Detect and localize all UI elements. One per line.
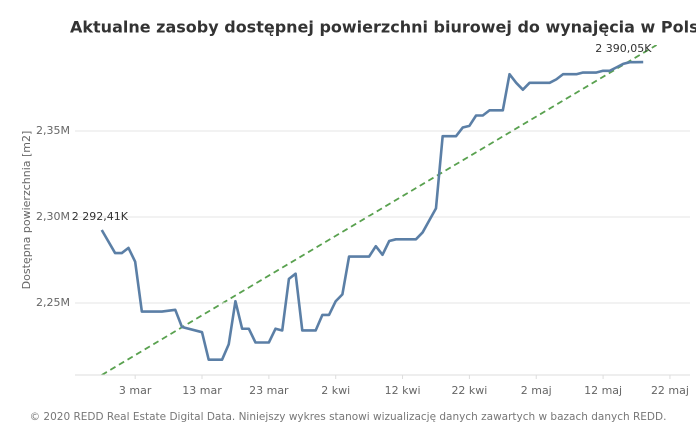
y-tick-label: 2,25M: [36, 296, 70, 309]
x-tick-label: 12 kwi: [385, 384, 421, 397]
footer: © 2020 REDD Real Estate Digital Data. Ni…: [30, 411, 667, 423]
x-tick-label: 22 maj: [651, 384, 689, 397]
x-tick-label: 2 kwi: [321, 384, 350, 397]
trend-line: [101, 45, 658, 375]
x-tick-label: 23 mar: [249, 384, 289, 397]
plot-area: [101, 45, 658, 375]
x-tick-label: 3 mar: [119, 384, 152, 397]
y-axis-title: Dostępna powierzchnia [m2]: [20, 131, 33, 290]
data-line: [100, 60, 644, 361]
x-tick-label: 12 maj: [584, 384, 622, 397]
data-label: 2 390,05K: [595, 42, 652, 55]
y-tick-label: 2,30M: [36, 210, 70, 223]
x-tick-label: 22 kwi: [451, 384, 487, 397]
data-label: 2 292,41K: [72, 210, 129, 223]
x-tick-label: 13 mar: [182, 384, 222, 397]
x-tick-label: 2 maj: [521, 384, 552, 397]
y-tick-label: 2,35M: [36, 124, 70, 137]
chart-title: Aktualne zasoby dostępnej powierzchni bi…: [70, 18, 696, 37]
